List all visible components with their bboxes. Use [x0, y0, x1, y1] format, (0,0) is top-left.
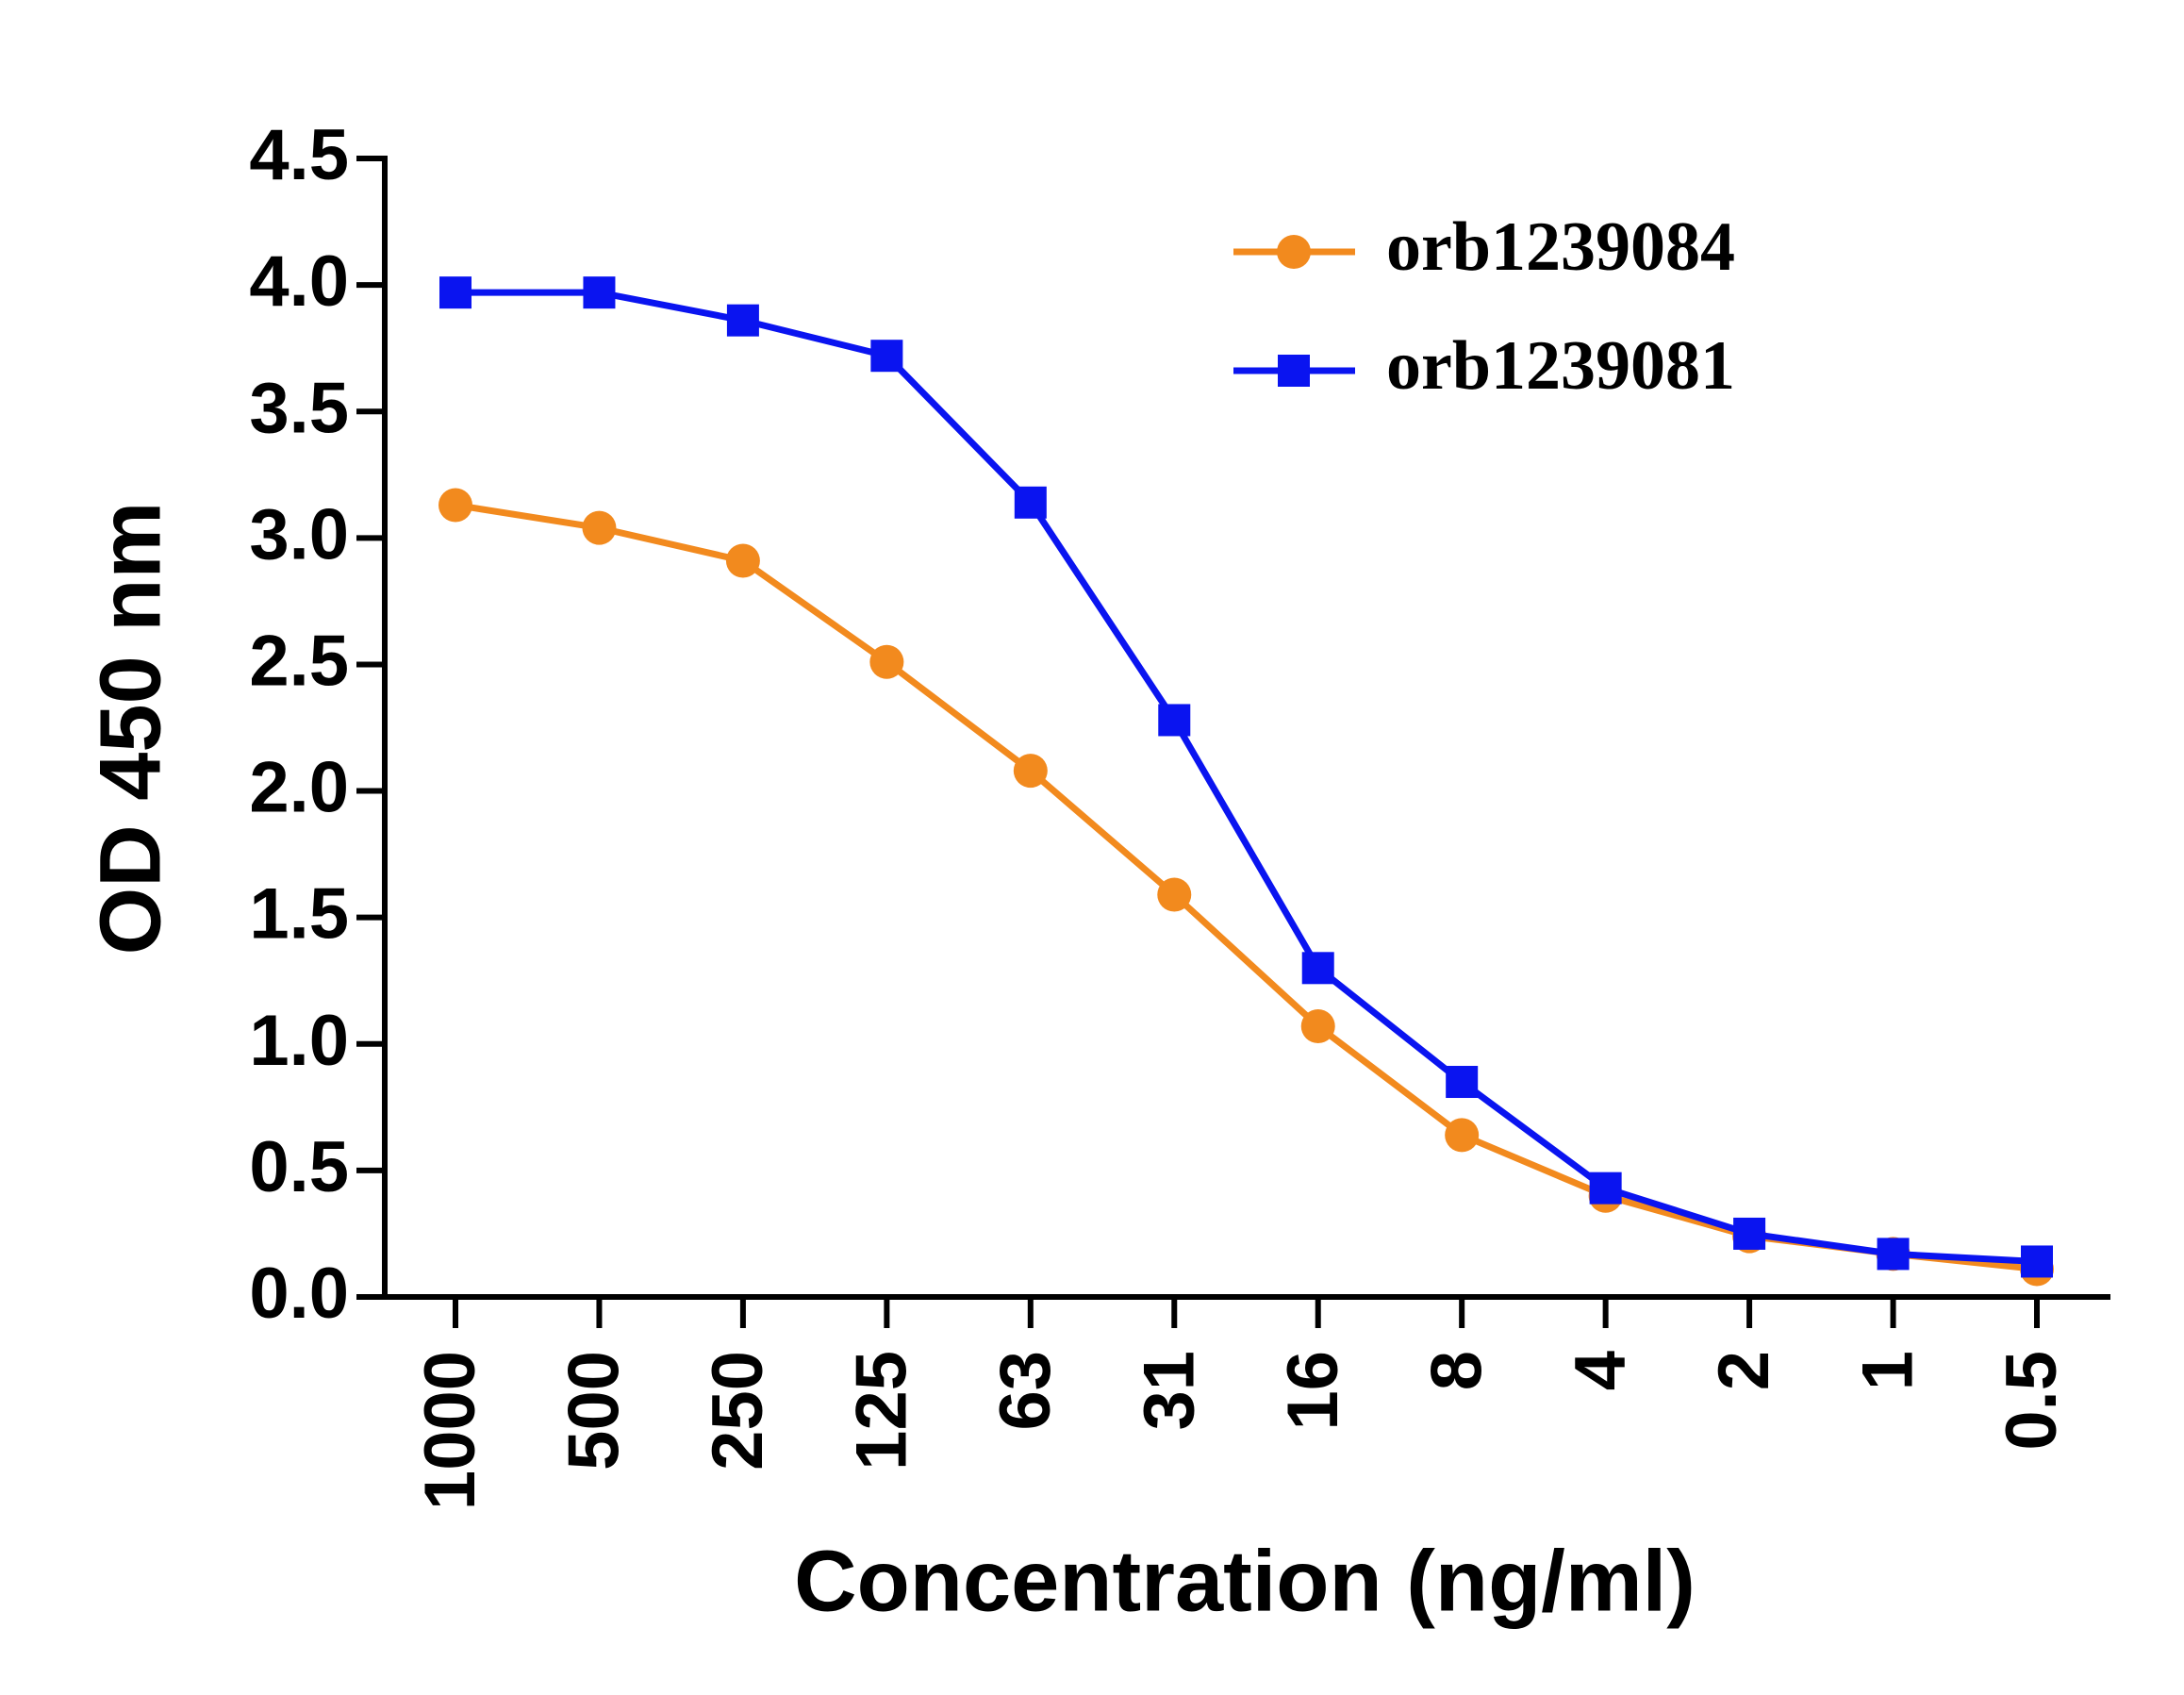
legend-label: orb1239084	[1386, 208, 1735, 286]
data-point	[582, 510, 617, 545]
legend-marker	[1277, 235, 1311, 269]
x-tick-label: 8	[1416, 1351, 1497, 1390]
x-tick-label: 2	[1704, 1351, 1784, 1390]
y-tick-label: 0.5	[249, 1127, 349, 1207]
data-point	[725, 543, 760, 578]
data-point	[439, 276, 472, 309]
x-tick-label: 16	[1273, 1351, 1353, 1431]
y-tick-label: 2.0	[249, 748, 349, 828]
data-point	[1733, 1217, 1766, 1250]
y-tick-label: 3.0	[249, 494, 349, 574]
data-point	[2021, 1245, 2053, 1278]
x-tick-label: 0.5	[1992, 1351, 2072, 1451]
data-point	[438, 488, 472, 523]
y-tick-label: 2.5	[249, 622, 349, 702]
legend-marker	[1278, 355, 1310, 387]
data-point	[870, 340, 903, 373]
data-point	[583, 276, 616, 309]
data-point	[869, 644, 904, 679]
data-point	[1158, 704, 1191, 737]
x-tick-label: 63	[985, 1351, 1066, 1431]
data-point	[1014, 486, 1047, 519]
data-point	[1013, 754, 1048, 789]
y-tick-label: 1.0	[249, 1001, 349, 1081]
series-line	[455, 502, 2038, 1272]
y-tick-label: 0.0	[249, 1254, 349, 1334]
x-tick-label: 250	[698, 1351, 778, 1471]
x-tick-label: 1	[1848, 1351, 1928, 1390]
x-tick-label: 4	[1561, 1351, 1641, 1390]
x-tick-label: 1000	[410, 1351, 490, 1510]
x-tick-label: 31	[1129, 1351, 1209, 1431]
x-axis-title: Concentration (ng/ml)	[794, 1533, 1696, 1629]
x-tick-label: 125	[841, 1351, 921, 1471]
y-tick-label: 4.0	[249, 241, 349, 322]
data-point	[1446, 1066, 1479, 1099]
data-point	[1589, 1172, 1622, 1205]
x-tick-label: 500	[554, 1351, 635, 1471]
y-axis-title: OD 450 nm	[82, 502, 178, 956]
legend-label: orb1239081	[1386, 327, 1735, 405]
series-line	[455, 289, 2038, 1265]
y-tick-label: 1.5	[249, 874, 349, 955]
data-point	[1157, 877, 1192, 912]
data-point	[726, 304, 759, 337]
y-tick-label: 3.5	[249, 368, 349, 448]
data-point	[1300, 1009, 1335, 1044]
data-point	[1877, 1238, 1910, 1271]
data-point	[1301, 952, 1334, 985]
y-tick-label: 4.5	[249, 115, 349, 195]
data-point	[1445, 1118, 1480, 1153]
